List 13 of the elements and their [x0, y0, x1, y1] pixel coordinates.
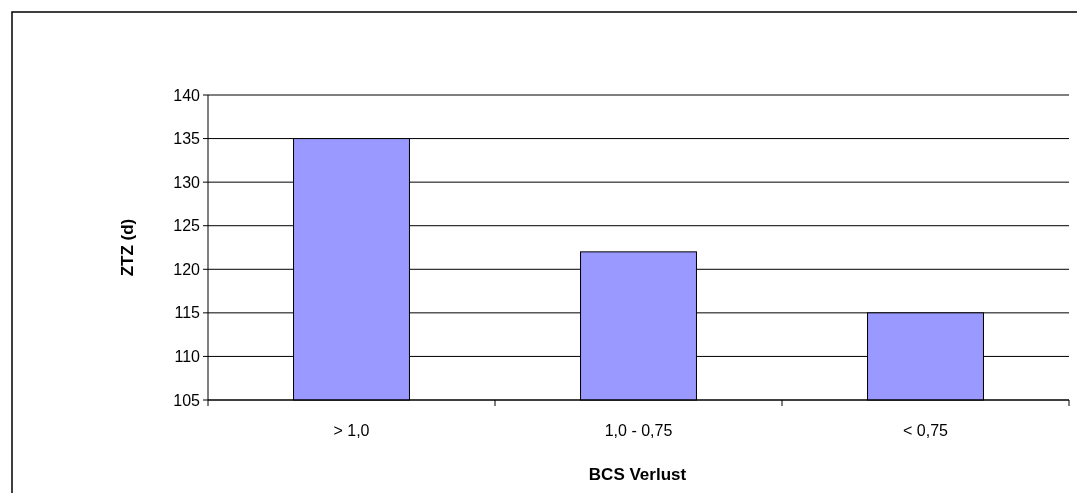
x-tick-label: 1,0 - 0,75 [604, 422, 673, 439]
y-tick-label: 135 [173, 130, 201, 148]
y-tick-label: 110 [174, 348, 201, 366]
y-tick-label: 130 [173, 173, 201, 191]
y-tick-label: 105 [173, 391, 201, 409]
y-axis-title: ZTZ (d) [118, 218, 137, 277]
x-axis-title: BCS Verlust [588, 465, 687, 484]
y-tick-label: 115 [174, 304, 201, 322]
x-tick-label: < 0,75 [903, 422, 949, 439]
y-tick-label: 140 [173, 86, 201, 104]
y-tick-label: 120 [173, 260, 201, 278]
y-tick-label: 125 [173, 217, 201, 235]
x-tick-label: > 1,0 [333, 422, 370, 439]
